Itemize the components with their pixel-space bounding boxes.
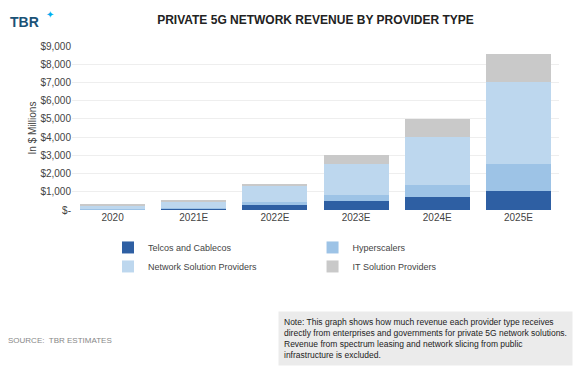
- svg-text:$8,000: $8,000: [40, 59, 71, 70]
- svg-text:2024E: 2024E: [423, 212, 452, 223]
- svg-text:2025E: 2025E: [504, 212, 533, 223]
- svg-text:2022E: 2022E: [260, 212, 289, 223]
- svg-text:$-: $-: [62, 205, 71, 216]
- svg-text:Note: This graph shows how muc: Note: This graph shows how much revenue …: [284, 317, 567, 360]
- svg-text:SOURCE: TBR ESTIMATES: SOURCE: TBR ESTIMATES: [8, 336, 112, 345]
- svg-text:$9,000: $9,000: [40, 41, 71, 52]
- svg-text:$3,000: $3,000: [40, 150, 71, 161]
- svg-text:$1,000: $1,000: [40, 186, 71, 197]
- svg-text:2021E: 2021E: [179, 212, 208, 223]
- svg-text:Network Solution Providers: Network Solution Providers: [148, 262, 257, 272]
- svg-text:$4,000: $4,000: [40, 132, 71, 143]
- svg-text:$2,000: $2,000: [40, 168, 71, 179]
- svg-text:IT Solution Providers: IT Solution Providers: [353, 262, 437, 272]
- svg-text:PRIVATE 5G NETWORK REVENUE BY: PRIVATE 5G NETWORK REVENUE BY PROVIDER T…: [157, 13, 474, 27]
- svg-text:$7,000: $7,000: [40, 77, 71, 88]
- svg-text:Hyperscalers: Hyperscalers: [353, 243, 406, 253]
- svg-text:In $ Millions: In $ Millions: [27, 102, 38, 155]
- svg-text:$5,000: $5,000: [40, 113, 71, 124]
- svg-text:TBR: TBR: [10, 14, 39, 30]
- svg-text:2023E: 2023E: [342, 212, 371, 223]
- svg-text:✦: ✦: [46, 9, 54, 20]
- svg-text:Telcos and Cablecos: Telcos and Cablecos: [148, 243, 232, 253]
- svg-text:$6,000: $6,000: [40, 95, 71, 106]
- svg-text:2020: 2020: [101, 212, 124, 223]
